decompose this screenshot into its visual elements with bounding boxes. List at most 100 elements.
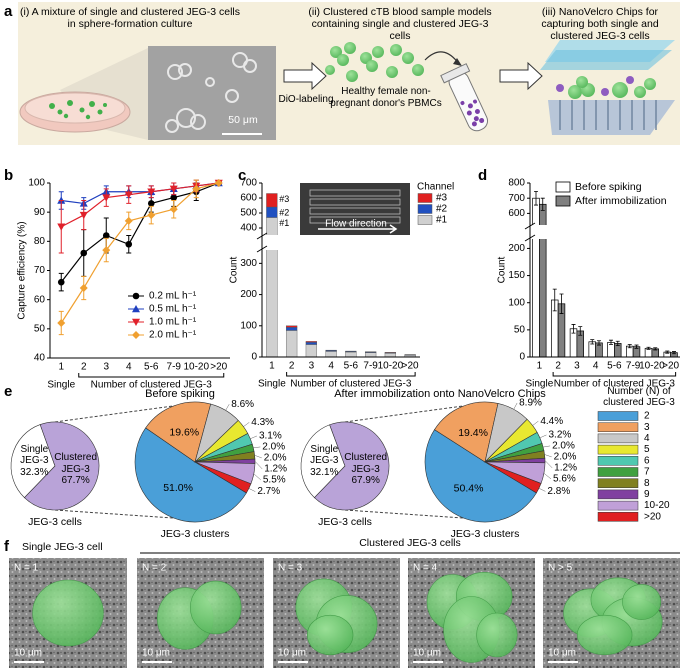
cell [306,614,354,656]
pie-label-group: Clustered JEG-3 67.7% [52,452,100,487]
legend-swatch [417,193,433,203]
pie-label: 1.2% [264,464,287,475]
y-tick-label: 150 [508,270,525,281]
leader-line [254,461,263,470]
leader-line [544,460,553,469]
marker [170,194,178,201]
pie-label: 2.0% [264,453,287,464]
pie-label: 4.3% [251,417,274,428]
x-tick-label: 3 [309,361,315,372]
error-bar [609,339,613,345]
legend-marker [132,331,140,339]
cell [622,584,662,620]
bar-segment [364,352,377,358]
y-tick-label: 40 [34,353,46,364]
error-bar [578,326,583,336]
legend-swatch [597,456,639,466]
pie-label: 4.4% [540,416,563,427]
marker [147,200,155,207]
group-bracket [286,372,416,377]
y-tick-label: 600 [240,193,257,204]
bar-segment [325,351,337,358]
legend-swatch [597,433,639,444]
step-text: (ii) Clustered cTB blood sample models c… [308,6,492,42]
legend-label: #2 [436,204,448,215]
legend-swatch [417,215,433,225]
legend-label: 2.0 mL h⁻¹ [149,330,197,341]
cell [190,580,242,635]
leader-line [513,402,518,410]
error-bar [597,340,601,346]
pie-caption: JEG-3 cells [28,516,82,528]
pie-label: 2.0% [552,441,575,452]
marker [57,223,66,231]
x-tick-label: >20 [402,361,419,372]
legend-swatch [597,467,639,477]
error-bar [634,344,639,349]
pie-caption: JEG-3 clusters [451,528,520,540]
pie-category: Clustered JEG-3 [344,452,388,475]
y-tick-label: 50 [514,324,526,335]
legend-label: 4 [644,433,650,444]
legend-label: 6 [644,455,650,466]
group-label: Number of clustered JEG-3 [290,379,412,390]
pie-label: 19.6% [169,426,199,438]
scale-label: 10 μm [278,648,306,659]
inset-label: Flow direction [325,219,387,230]
bar-segment [285,327,298,331]
legend-label: 0.5 mL h⁻¹ [149,304,197,315]
pie-label: 2.8% [547,486,570,497]
legend-swatch [597,500,639,511]
pie-title: After immobilization onto NanoVelcro Chi… [334,388,546,400]
x-tick-label: 3 [103,362,109,373]
legend-marker [132,292,140,300]
x-tick-label: 1 [537,361,543,372]
pie-title: Before spiking [145,388,215,400]
image-label: N = 2 [142,563,167,574]
pie-category: Single JEG-3 [310,443,339,467]
bar-segment [266,206,278,218]
group-bracket [552,372,677,377]
x-tick-label: 7-9 [167,362,182,373]
y-tick-label: 700 [240,178,257,189]
scale-label: 10 μm [142,648,170,659]
y-tick-label: 100 [508,297,525,308]
group-label: Single [47,380,75,391]
pie-slice [145,401,212,463]
image-label: N > 5 [548,563,573,574]
y-tick-label: 70 [34,265,46,276]
x-tick-label: 10-20 [378,361,404,372]
legend-label: 9 [644,489,650,500]
legend-label: 1.0 mL h⁻¹ [149,317,197,328]
cell [32,579,104,647]
error-bar [653,347,658,351]
x-tick-label: 5-6 [144,362,159,373]
legend-label: >20 [644,511,661,522]
axis-break [524,225,680,239]
pie-slice [194,461,252,494]
y-tick-label: 80 [34,236,46,247]
x-tick-label: 1 [269,361,275,372]
leader-line [248,488,256,492]
error-bar [627,344,632,349]
marker [102,194,111,202]
image-group-header: Clustered JEG-3 cells [359,537,461,549]
inset-arrow [318,224,398,234]
marker [80,249,88,257]
pie-label: 8.6% [231,399,254,410]
error-bar [590,339,595,345]
leader-line [253,473,262,481]
x-tick-label: 2 [555,361,561,372]
panel-label: a [4,3,13,20]
y-tick-label: 700 [508,193,525,204]
bar-segment [266,193,278,208]
inset-channel [309,189,401,197]
legend-marker [132,305,140,313]
arrow-label: DiO-labeling [278,94,334,105]
legend-swatch [555,195,571,207]
x-tick-label: 5-6 [344,361,359,372]
x-tick-label: >20 [662,361,679,372]
legend-label: #3 [436,193,448,204]
pie-slice [24,421,100,511]
legend-label: 7 [644,467,650,478]
